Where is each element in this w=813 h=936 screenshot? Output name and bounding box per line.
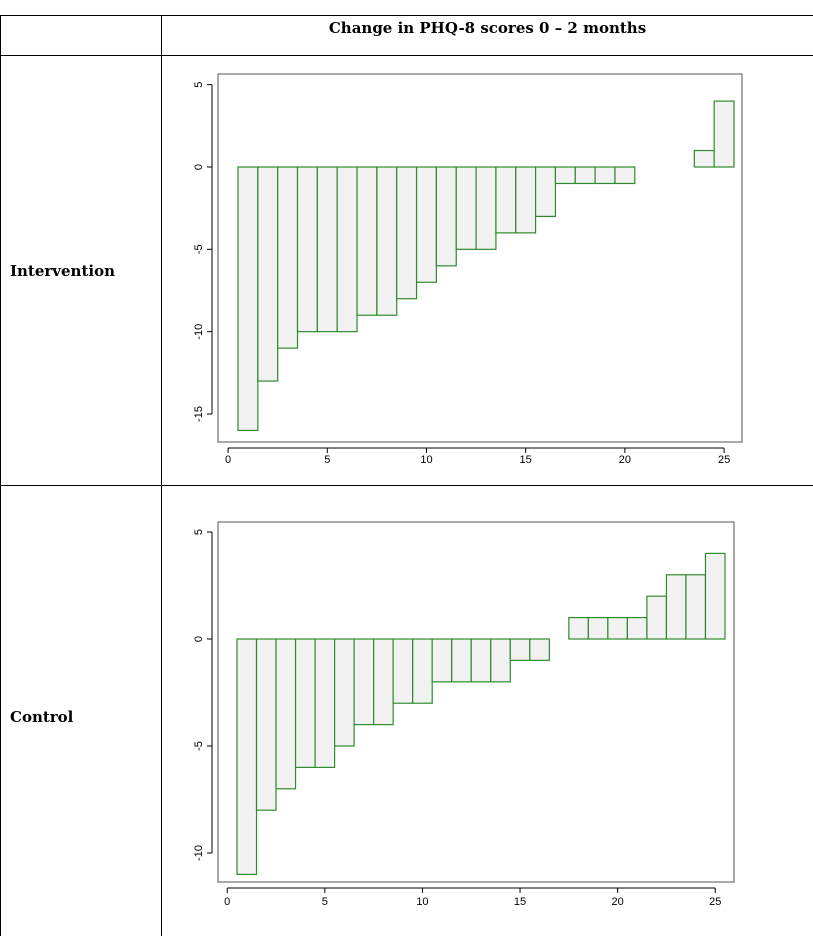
bar — [646, 595, 668, 640]
x-tick-label: 0 — [224, 896, 230, 908]
y-tick-label: -15 — [193, 406, 205, 422]
column-header: Change in PHQ-8 scores 0 – 2 months — [328, 19, 647, 37]
x-tick-label: 25 — [718, 454, 730, 466]
x-tick-label: 20 — [612, 896, 624, 908]
bar — [713, 100, 735, 168]
bar — [665, 574, 687, 640]
y-tick-label: 5 — [193, 529, 205, 535]
bar — [685, 574, 707, 640]
table-header-divider — [0, 55, 813, 56]
bar — [470, 638, 492, 683]
x-tick-label: 15 — [520, 454, 532, 466]
y-tick-label: -10 — [193, 324, 205, 340]
y-tick-label: 0 — [193, 164, 205, 170]
y-tick-label: -5 — [193, 244, 205, 254]
row-label-intervention: Intervention — [10, 262, 115, 280]
bar — [534, 166, 557, 218]
table-column-divider — [161, 15, 162, 936]
bar — [412, 638, 433, 704]
x-tick-label: 5 — [322, 896, 328, 908]
x-tick-label: 10 — [416, 896, 428, 908]
bar — [509, 638, 531, 661]
bar — [587, 616, 609, 640]
y-tick-label: 5 — [193, 82, 205, 88]
bar — [255, 638, 277, 811]
bar — [490, 638, 511, 683]
bar — [236, 638, 258, 875]
x-tick-label: 15 — [514, 896, 526, 908]
x-tick-label: 5 — [324, 454, 330, 466]
y-tick-label: -5 — [193, 741, 205, 751]
bar — [607, 616, 629, 640]
plot-frame — [217, 73, 743, 443]
x-tick-label: 20 — [619, 454, 631, 466]
bar — [614, 166, 636, 185]
bar — [704, 552, 726, 640]
x-tick-label: 25 — [709, 896, 721, 908]
y-tick-label: -10 — [193, 845, 205, 861]
table-row-divider — [0, 485, 813, 486]
bar — [451, 638, 472, 683]
table-left-border — [0, 15, 1, 936]
bar — [294, 638, 316, 768]
bar — [392, 638, 414, 704]
x-tick-label: 10 — [420, 454, 432, 466]
bar — [568, 616, 589, 640]
bar — [334, 638, 355, 747]
bar — [353, 638, 375, 726]
plot-frame — [217, 521, 735, 883]
bar — [626, 616, 648, 640]
x-tick-label: 0 — [225, 454, 231, 466]
row-label-control: Control — [10, 708, 74, 726]
bar — [314, 638, 336, 768]
bar — [431, 638, 453, 683]
table-top-border — [0, 15, 813, 16]
bar — [373, 638, 394, 726]
bar — [529, 638, 550, 661]
y-tick-label: 0 — [193, 636, 205, 642]
bar — [275, 638, 297, 790]
